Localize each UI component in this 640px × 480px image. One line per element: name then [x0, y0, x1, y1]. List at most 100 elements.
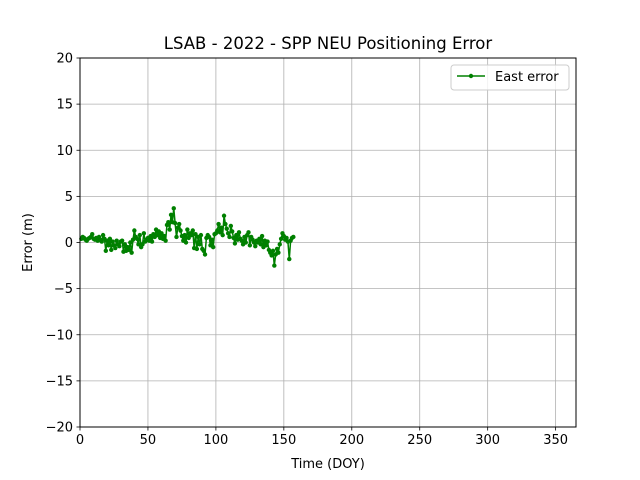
data-point	[201, 248, 206, 254]
data-point	[220, 232, 225, 238]
data-point	[103, 248, 109, 254]
data-point	[110, 239, 115, 244]
data-point	[107, 236, 113, 242]
data-point	[269, 253, 274, 258]
series-area	[79, 206, 296, 268]
data-point	[270, 248, 276, 254]
data-point	[257, 236, 262, 242]
data-point	[291, 234, 296, 240]
data-point	[128, 240, 133, 245]
data-point	[172, 220, 178, 226]
data-point	[259, 233, 265, 239]
x-axis-title: Time (DOY)	[290, 457, 365, 472]
y-tick-label: 15	[56, 98, 73, 113]
data-point	[183, 240, 189, 245]
data-point	[219, 225, 224, 230]
data-point	[276, 250, 281, 255]
data-point	[174, 234, 179, 240]
data-point	[243, 240, 248, 245]
data-point	[122, 242, 128, 247]
data-point	[149, 239, 155, 244]
y-tick-label: 10	[56, 144, 73, 159]
data-point	[217, 230, 223, 235]
data-point	[232, 241, 238, 246]
data-point	[190, 228, 195, 233]
data-point	[263, 243, 269, 248]
data-point	[175, 225, 181, 230]
data-point	[265, 239, 270, 244]
data-point	[162, 233, 167, 239]
y-tick-label: −5	[54, 282, 73, 297]
y-tick-label: −10	[46, 328, 73, 343]
data-point	[177, 221, 182, 227]
data-point	[246, 230, 251, 235]
legend-box	[450, 64, 570, 91]
data-point	[284, 235, 289, 241]
data-point	[277, 242, 282, 247]
data-point	[274, 246, 280, 252]
data-point	[227, 234, 232, 240]
legend: East error	[450, 64, 570, 91]
data-point	[100, 232, 106, 238]
data-point	[236, 230, 242, 235]
data-point	[239, 238, 244, 243]
data-point	[216, 221, 221, 227]
data-point	[106, 243, 111, 248]
data-point	[231, 235, 236, 241]
data-point	[198, 232, 204, 238]
data-point	[90, 231, 95, 237]
data-point	[130, 237, 136, 242]
chart-title: LSAB - 2022 - SPP NEU Positioning Error	[164, 34, 493, 53]
data-point	[155, 232, 160, 238]
y-tick-label: 20	[56, 52, 73, 67]
x-tick-label: 100	[203, 433, 228, 448]
legend-marker-east	[468, 73, 474, 79]
y-tick-label: −15	[46, 374, 73, 389]
y-tick-label: 5	[65, 190, 73, 205]
data-point	[129, 250, 134, 255]
data-point	[168, 212, 174, 218]
data-point	[189, 232, 194, 238]
data-point	[287, 256, 292, 262]
data-point	[224, 226, 229, 231]
data-point	[117, 243, 122, 249]
data-point	[272, 263, 277, 268]
data-point	[178, 228, 183, 233]
data-point	[247, 243, 253, 248]
data-point	[186, 235, 191, 241]
data-point	[167, 227, 172, 232]
data-point	[221, 213, 227, 218]
data-point	[99, 239, 104, 244]
data-point	[134, 236, 140, 242]
y-axis-title: Error (m)	[21, 213, 36, 272]
legend-label-east: East error	[495, 70, 559, 85]
data-point	[136, 242, 141, 247]
x-tick-label: 0	[76, 433, 84, 448]
data-point	[223, 221, 228, 227]
x-tick-label: 300	[475, 433, 500, 448]
x-tick-label: 150	[271, 433, 296, 448]
data-point	[182, 232, 187, 238]
data-point	[185, 227, 190, 232]
x-tick-label: 200	[339, 433, 364, 448]
data-point	[197, 242, 202, 247]
data-point	[159, 231, 164, 236]
data-point	[253, 243, 258, 249]
data-point	[119, 238, 125, 243]
data-point	[171, 206, 176, 211]
data-point	[228, 223, 234, 229]
data-point	[132, 228, 137, 233]
data-point	[163, 238, 168, 243]
data-point	[202, 252, 208, 257]
data-point	[258, 242, 263, 247]
data-point	[229, 229, 235, 234]
data-point	[210, 244, 216, 250]
axes-ticks: 0 50 100 150 200 250 300 350 −20 −15 −10 −5 0 5 10 15 20	[46, 52, 568, 449]
data-point	[114, 238, 119, 243]
data-point	[166, 220, 171, 225]
data-point	[193, 231, 198, 237]
data-point	[234, 232, 239, 238]
data-point	[194, 246, 200, 252]
x-tick-label: 350	[543, 433, 568, 448]
